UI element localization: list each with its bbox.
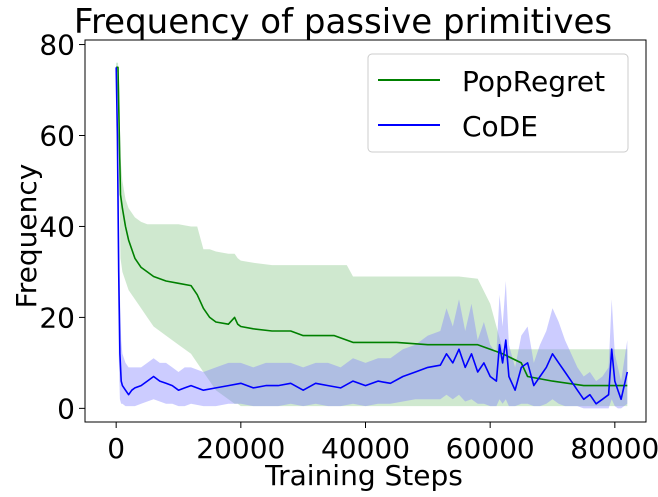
ticks: 0 20000 40000 60000 80000 0 20 40 60 80 bbox=[39, 29, 658, 465]
x-axis-label: Training Steps bbox=[264, 459, 463, 492]
y-tick-label: 80 bbox=[39, 29, 75, 62]
legend-label-code: CoDE bbox=[462, 110, 538, 143]
legend: PopRegret CoDE bbox=[367, 53, 629, 153]
x-tick-label: 80000 bbox=[570, 432, 658, 465]
series-line-popregret bbox=[116, 66, 628, 387]
y-axis-label: Frequency bbox=[10, 164, 43, 309]
band-code bbox=[116, 62, 628, 409]
x-tick-label: 20000 bbox=[196, 432, 285, 465]
confidence-bands bbox=[116, 62, 628, 409]
y-tick-label: 60 bbox=[39, 120, 75, 153]
y-tick-label: 0 bbox=[57, 392, 75, 425]
x-tick-label: 0 bbox=[107, 432, 125, 465]
y-tick-label: 20 bbox=[39, 301, 75, 334]
series-lines bbox=[115, 66, 629, 405]
legend-label-popregret: PopRegret bbox=[462, 65, 605, 98]
y-tick-label: 40 bbox=[39, 210, 75, 243]
band-popregret bbox=[116, 62, 628, 407]
series-line-code bbox=[115, 67, 629, 405]
legend-box bbox=[367, 53, 629, 153]
chart-title: Frequency of passive primitives bbox=[74, 2, 612, 42]
x-tick-label: 60000 bbox=[446, 432, 535, 465]
x-tick-label: 40000 bbox=[321, 432, 410, 465]
